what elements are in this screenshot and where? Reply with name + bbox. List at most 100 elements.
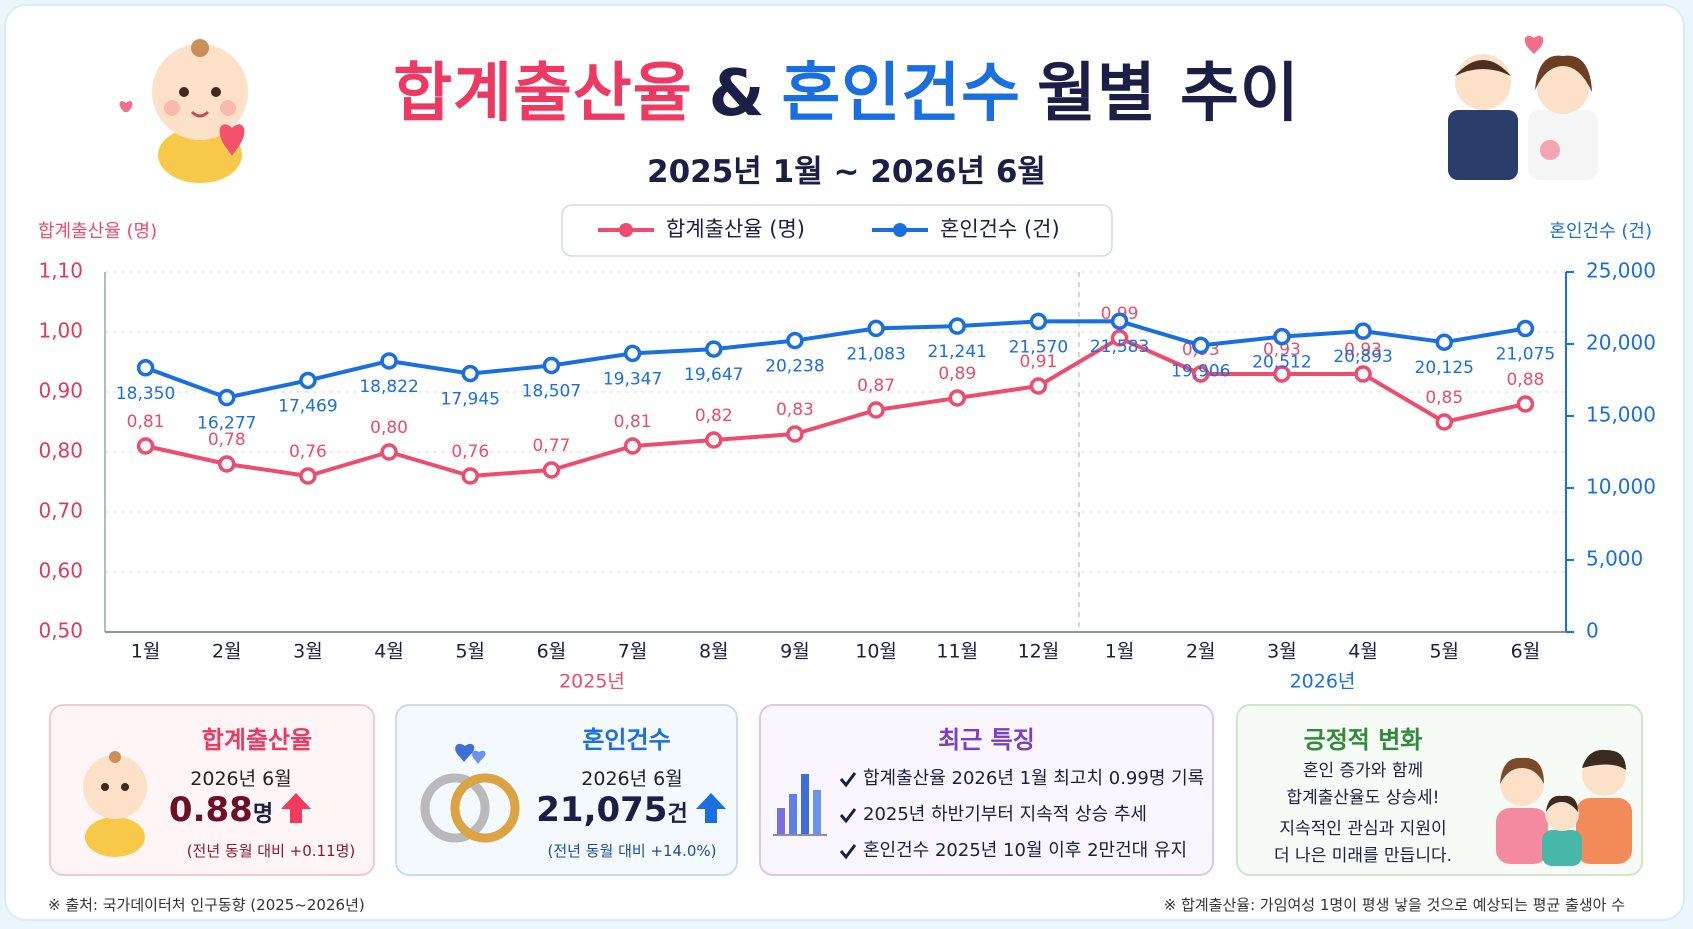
card-value-row: 21,075건	[522, 790, 742, 830]
baby-illustration	[119, 39, 248, 183]
point	[623, 437, 642, 455]
series-line	[145, 336, 1526, 478]
x-tick-label: 10월	[855, 641, 897, 663]
feature-item: 2025년 하반기부터 지속적 상승 추세	[839, 800, 1147, 826]
point	[136, 359, 155, 377]
positive-line: 합계출산율도 상승세!	[1286, 788, 1440, 808]
check-icon	[839, 844, 857, 860]
up-arrow	[695, 793, 726, 823]
card-title: 최근 특징	[938, 726, 1035, 754]
y2-tick-label: 10,000	[1586, 475, 1656, 499]
point	[1029, 377, 1048, 395]
title-part: 합계출산율	[393, 57, 693, 131]
baby-icon	[83, 751, 147, 857]
point	[1273, 327, 1291, 346]
y2-tick-label: 0	[1586, 619, 1599, 643]
up-arrow	[281, 793, 312, 823]
card: 합계출산율 2026년 6월 0.88명 (전년 동월 대비 +0.11명)	[49, 704, 375, 876]
point	[1354, 322, 1372, 340]
point	[1110, 329, 1129, 347]
x-tick-label: 7월	[618, 641, 648, 663]
card: 최근 특징 합계출산율 2026년 1월 최고치 0.99명 기록 2025년 …	[759, 704, 1214, 876]
positive-line: 더 나은 미래를 만듭니다.	[1273, 846, 1452, 866]
y-tick-label: 0,50	[38, 619, 83, 643]
value-label: 19,647	[684, 365, 743, 385]
legend-marker	[619, 223, 633, 237]
point	[542, 461, 561, 479]
value-label: 0,82	[695, 406, 733, 426]
card-title: 혼인건수	[582, 726, 671, 754]
point	[867, 319, 885, 338]
positive-line: 지속적인 관심과 지원이	[1279, 819, 1447, 839]
value-label: 0,81	[127, 412, 165, 432]
title-part: 혼인건수	[781, 57, 1021, 131]
card-note: (전년 동월 대비 +14.0%)	[547, 842, 717, 860]
family-icon	[1496, 749, 1632, 866]
positive-line: 혼인 증가와 함께	[1302, 761, 1424, 781]
value-label: 0,85	[1425, 388, 1463, 408]
title: 합계출산율 & 혼인건수 월별 추이	[0, 42, 1693, 134]
point	[1029, 312, 1048, 331]
point	[705, 340, 723, 358]
card-unit: 건	[667, 802, 688, 827]
y-tick-label: 0,90	[38, 379, 83, 403]
value-label: 21,570	[1009, 337, 1068, 357]
card: 긍정적 변화 혼인 증가와 함께 합계출산율도 상승세! 지속적인 관심과 지원…	[1236, 704, 1643, 876]
feature-item: 혼인건수 2025년 10월 이후 2만건대 유지	[839, 836, 1187, 862]
point	[948, 317, 966, 335]
value-label: 0,76	[289, 442, 327, 462]
point	[948, 389, 966, 407]
value-label: 0,81	[614, 412, 652, 432]
point	[461, 364, 479, 383]
point	[380, 352, 398, 370]
x-tick-label: 5월	[1429, 641, 1459, 663]
point	[867, 401, 885, 419]
value-label: 18,822	[359, 377, 418, 397]
rings-icon	[420, 743, 520, 843]
value-label: 20,238	[765, 357, 824, 377]
card-value: 21,075	[536, 790, 668, 830]
point	[1273, 365, 1291, 383]
card: 혼인건수 2026년 6월 21,075건 (전년 동월 대비 +14.0%)	[395, 704, 738, 876]
y2-tick-label: 25,000	[1586, 259, 1656, 283]
x-tick-label: 8월	[699, 641, 729, 663]
title-part: &	[708, 57, 766, 131]
point	[218, 388, 236, 407]
x-tick-label: 3월	[1267, 641, 1297, 663]
card-value: 0.88	[168, 790, 253, 830]
value-label: 20,512	[1252, 353, 1311, 373]
y-tick-label: 1,00	[38, 319, 83, 343]
check-icon	[839, 772, 857, 788]
y-tick-label: 0,70	[38, 499, 83, 523]
couple-illustration	[1448, 35, 1598, 180]
x-tick-label: 2월	[1186, 641, 1216, 663]
point	[299, 467, 317, 485]
value-label: 0,77	[532, 436, 570, 456]
point	[1192, 336, 1210, 355]
feature-item: 합계출산율 2026년 1월 최고치 0.99명 기록	[839, 764, 1204, 790]
value-label: 20,125	[1415, 358, 1474, 378]
feature-text: 혼인건수 2025년 10월 이후 2만건대 유지	[863, 840, 1188, 861]
x-tick-label: 12월	[1018, 641, 1060, 663]
value-label: 21,083	[846, 344, 905, 364]
card-period: 2026년 6월	[581, 768, 683, 790]
value-label: 20,893	[1333, 347, 1392, 367]
y2-tick-label: 20,000	[1586, 331, 1656, 355]
x-tick-label: 6월	[537, 641, 567, 663]
point	[1516, 319, 1535, 338]
x-tick-label: 3월	[293, 641, 323, 663]
value-label: 0,93	[1344, 340, 1382, 360]
footer-note: ※ 합계출산율: 가임여성 1명이 평생 낳을 것으로 예상되는 평균 출생아 …	[1163, 896, 1625, 914]
point	[542, 356, 561, 375]
value-label: 0,89	[938, 364, 976, 384]
card-title: 긍정적 변화	[1303, 726, 1423, 754]
value-label: 21,583	[1090, 337, 1149, 357]
point	[786, 425, 804, 443]
legend-label: 혼인건수 (건)	[940, 217, 1060, 241]
x-tick-label: 1월	[131, 641, 161, 663]
check-icon	[839, 808, 857, 824]
y-tick-label: 0,60	[38, 559, 83, 583]
card-unit: 명	[252, 802, 274, 827]
